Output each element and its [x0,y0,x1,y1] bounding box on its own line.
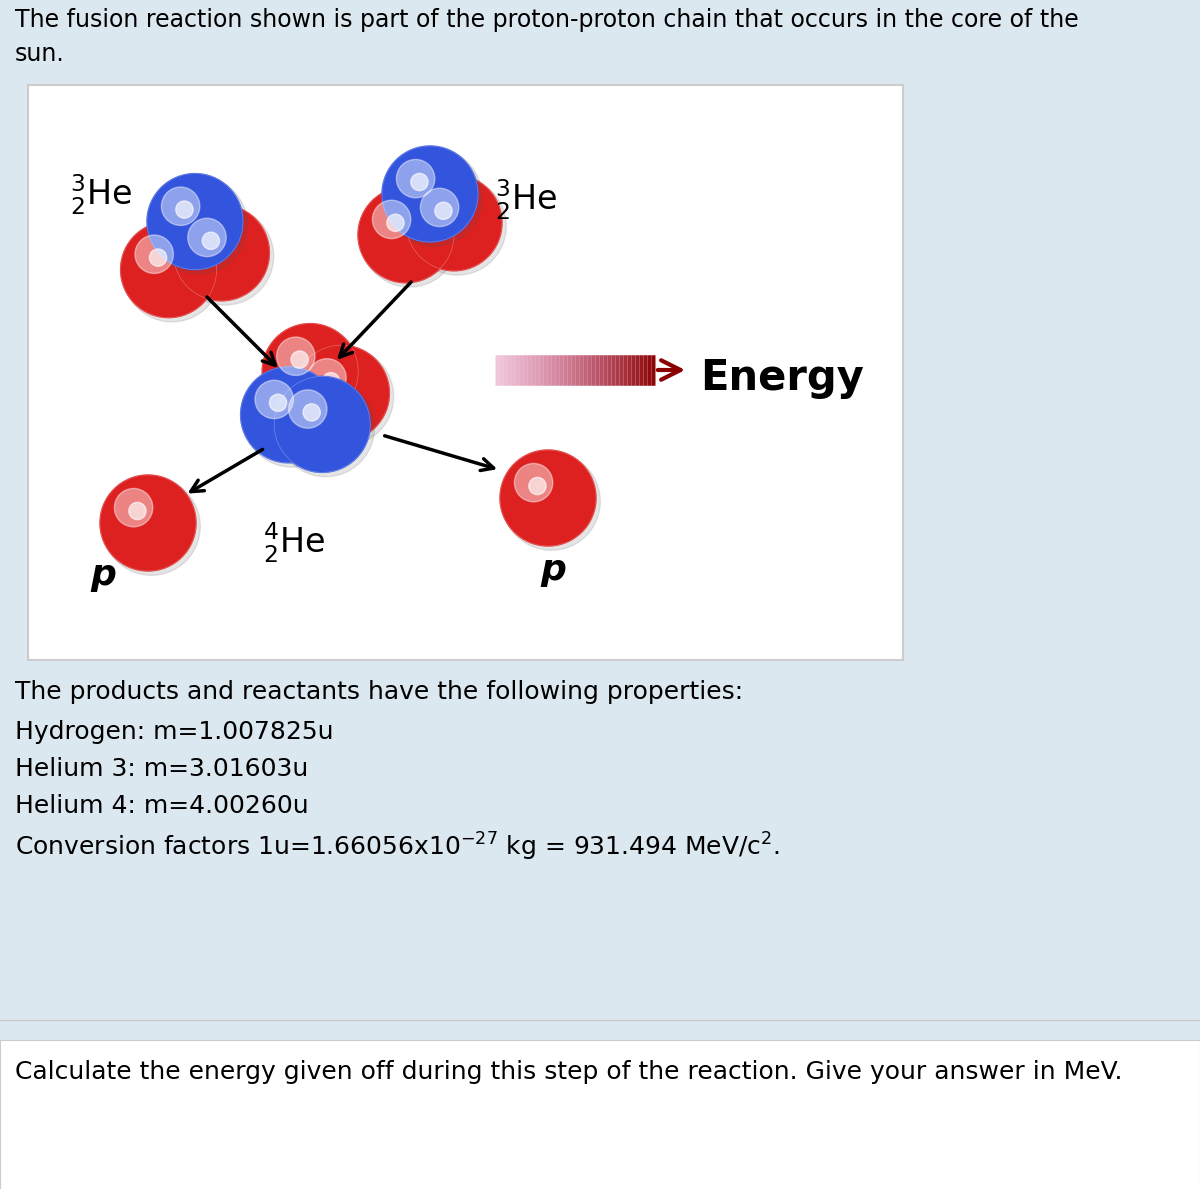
Circle shape [500,449,596,546]
Circle shape [124,224,221,322]
Circle shape [102,478,200,575]
Circle shape [241,366,336,463]
Circle shape [202,232,220,250]
Text: $^{3}_{2}$He: $^{3}_{2}$He [70,172,132,218]
Text: Helium 3: m=3.01603u: Helium 3: m=3.01603u [14,757,308,781]
Circle shape [420,188,458,227]
Circle shape [188,219,227,257]
Circle shape [175,207,274,306]
Circle shape [386,214,404,232]
Circle shape [128,503,146,520]
Text: Conversion factors 1u=1.66056x10$^{-27}$ kg = 931.494 MeV/c$^{2}$.: Conversion factors 1u=1.66056x10$^{-27}$… [14,831,780,863]
Circle shape [322,372,340,390]
Circle shape [434,202,452,220]
Circle shape [406,175,502,271]
Circle shape [396,159,434,197]
Circle shape [134,235,173,273]
Text: Calculate the energy given off during this step of the reaction. Give your answe: Calculate the energy given off during th… [14,1061,1122,1084]
Circle shape [100,474,196,571]
Text: p: p [540,553,566,587]
Circle shape [358,187,454,283]
Circle shape [256,380,294,419]
Circle shape [274,377,370,472]
Text: Helium 4: m=4.00260u: Helium 4: m=4.00260u [14,794,308,818]
Text: Hydrogen: m=1.007825u: Hydrogen: m=1.007825u [14,721,334,744]
Circle shape [149,249,167,266]
Circle shape [114,489,152,527]
Circle shape [372,200,410,239]
Circle shape [360,189,458,287]
Circle shape [270,395,287,411]
Circle shape [293,345,389,441]
Text: $^{4}_{2}$He: $^{4}_{2}$He [263,521,325,565]
Circle shape [175,201,193,219]
Text: p: p [90,558,116,592]
Circle shape [277,336,314,376]
FancyBboxPatch shape [28,84,904,660]
Circle shape [289,390,326,428]
Circle shape [529,477,546,495]
Circle shape [296,347,394,446]
Circle shape [410,174,428,190]
Circle shape [408,177,506,275]
Circle shape [120,221,217,317]
Circle shape [382,146,478,243]
Circle shape [515,464,553,502]
Text: The products and reactants have the following properties:: The products and reactants have the foll… [14,680,743,704]
Circle shape [161,187,199,226]
Circle shape [384,149,482,246]
Text: Energy: Energy [700,357,864,400]
FancyBboxPatch shape [0,1040,1200,1189]
Circle shape [174,205,269,301]
Text: The fusion reaction shown is part of the proton-proton chain that occurs in the : The fusion reaction shown is part of the… [14,8,1079,32]
Circle shape [148,174,242,270]
Text: sun.: sun. [14,42,65,67]
Circle shape [302,404,320,421]
Circle shape [262,323,358,420]
Circle shape [244,370,341,467]
Text: $^{3}_{2}$He: $^{3}_{2}$He [496,178,557,222]
Circle shape [503,452,600,551]
Circle shape [277,379,374,477]
Circle shape [150,176,247,273]
Circle shape [307,359,347,397]
Circle shape [292,351,308,369]
Circle shape [265,326,362,424]
